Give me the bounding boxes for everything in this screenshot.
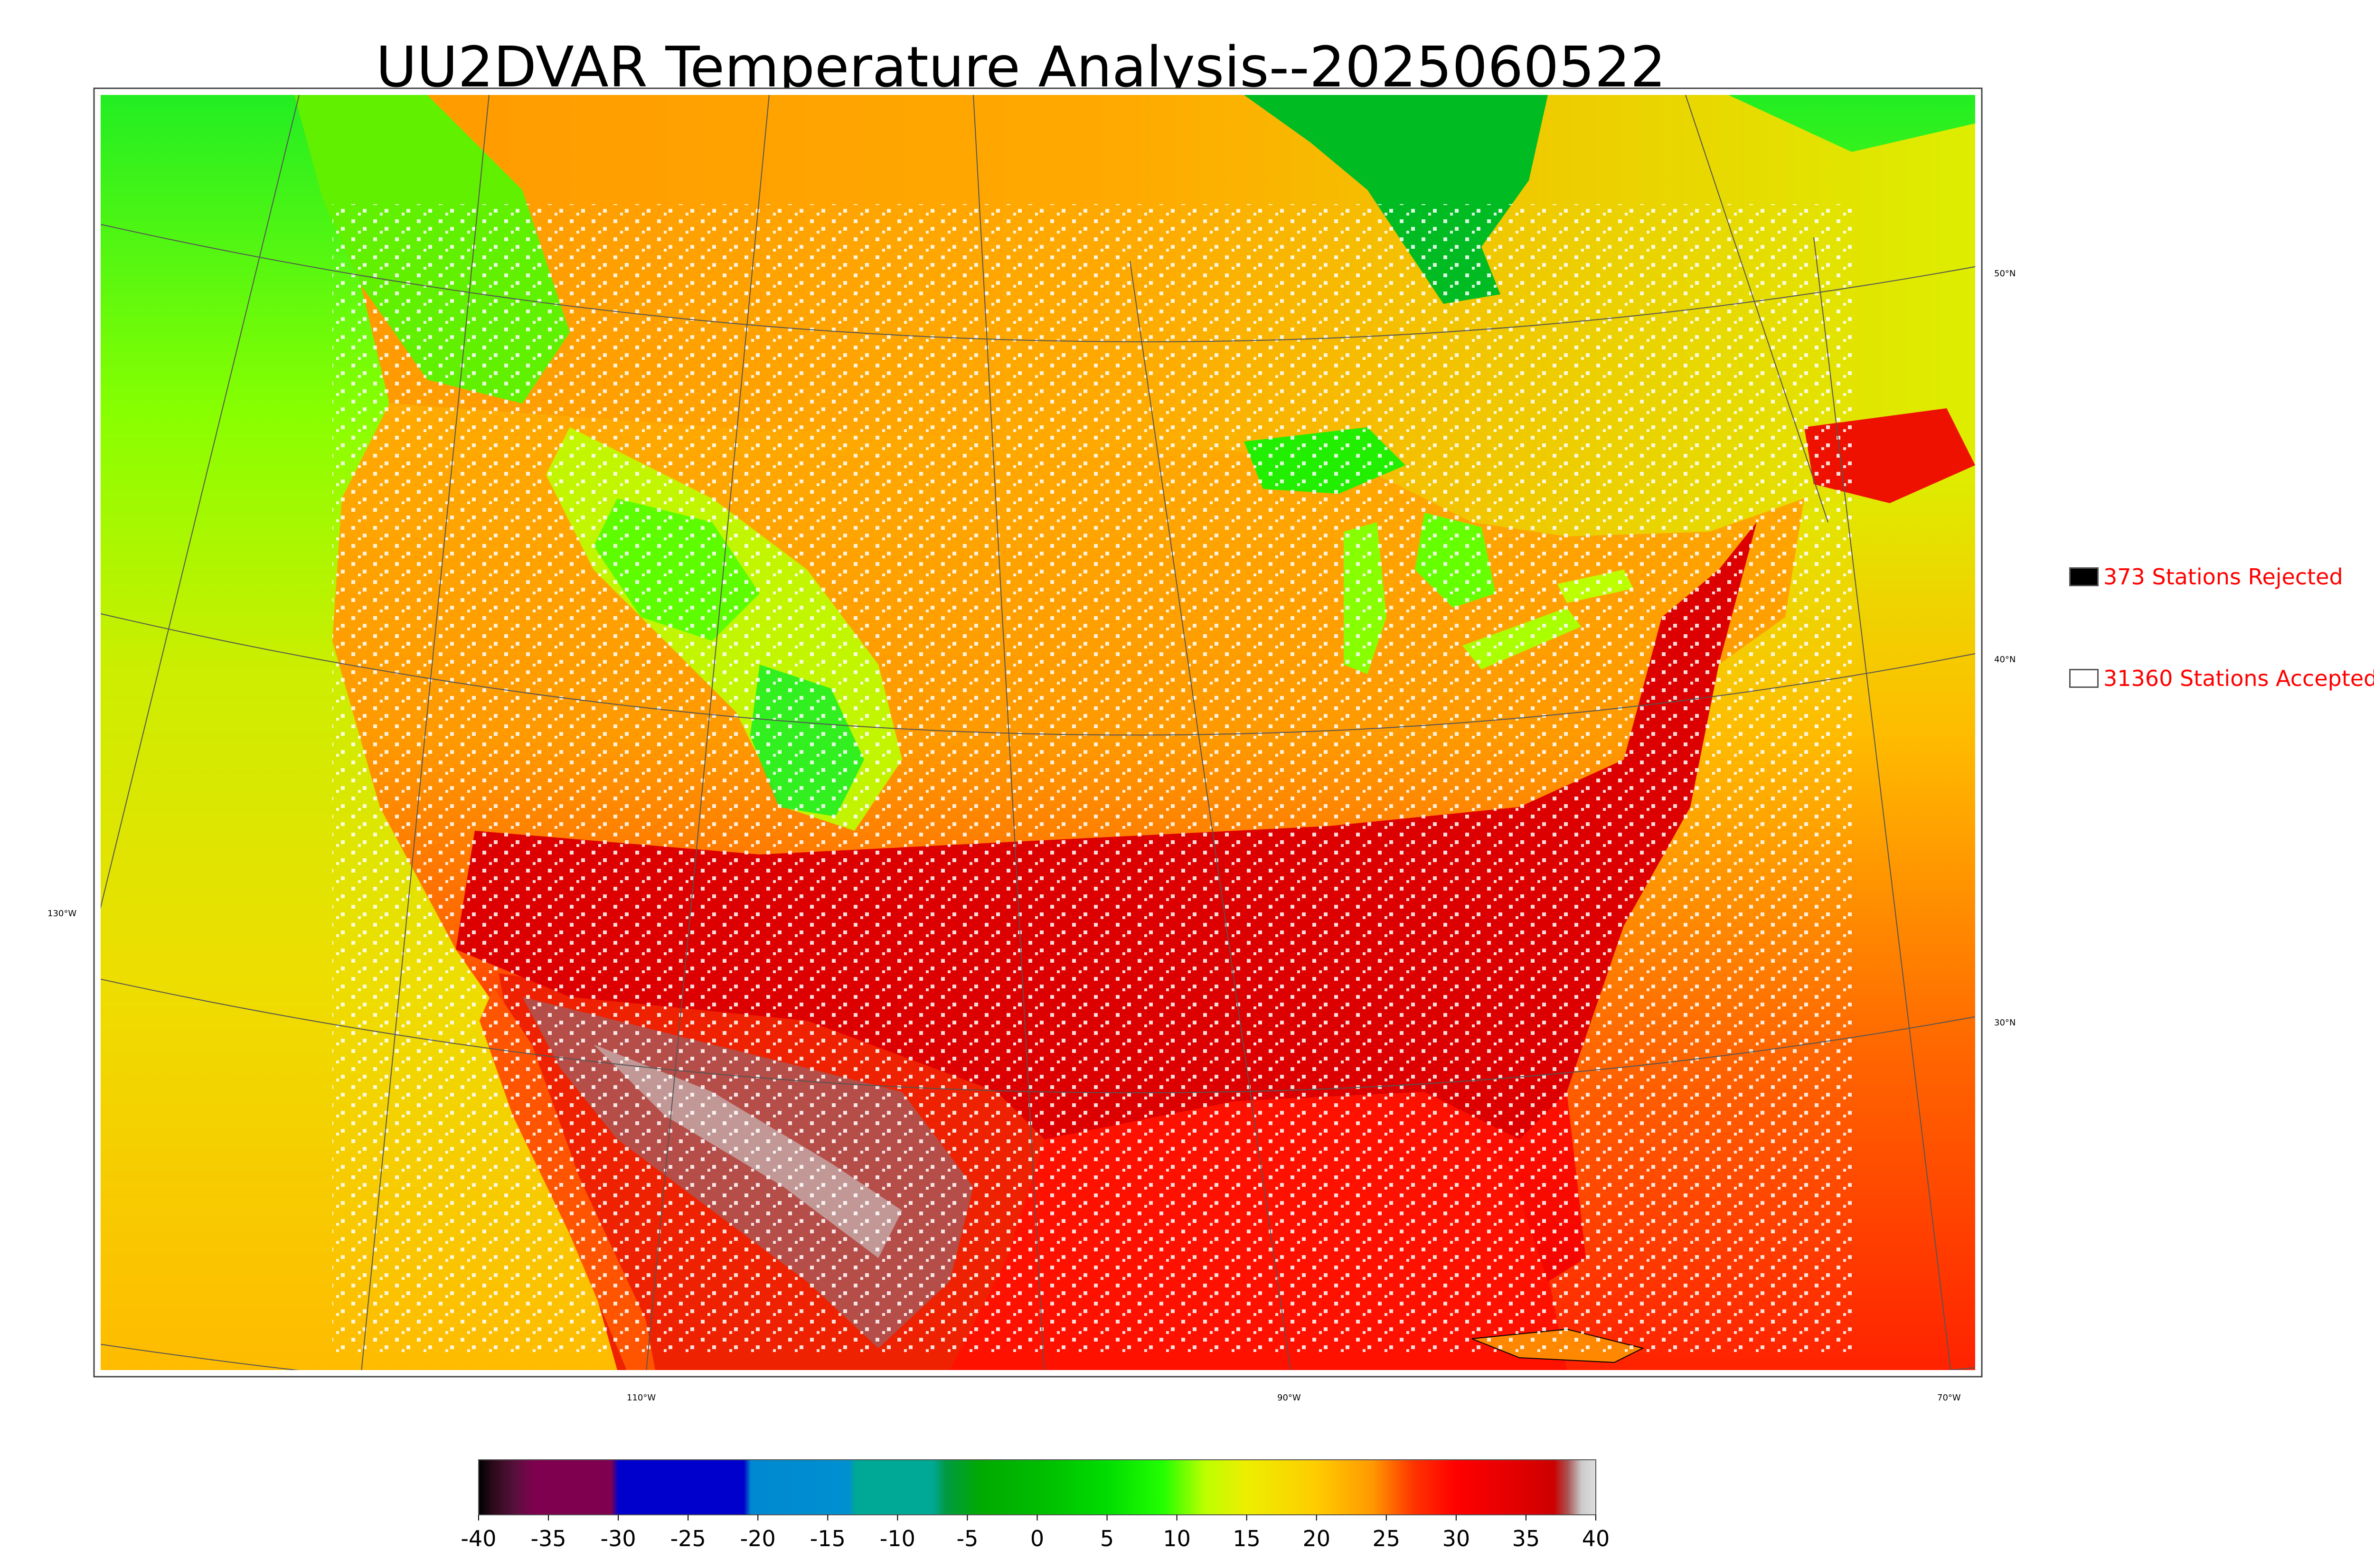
- lon-label-130w: 130°W: [47, 909, 76, 919]
- legend-rejected: 373 Stations Rejected: [2069, 564, 2343, 590]
- station-markers: [332, 204, 1852, 1353]
- accepted-swatch: [2069, 669, 2099, 688]
- colorbar-tick-label: -20: [740, 1526, 776, 1551]
- colorbar-tick-label: -40: [461, 1526, 496, 1551]
- colorbar-tick-label: 35: [1512, 1526, 1540, 1551]
- rejected-label: 373 Stations Rejected: [2103, 564, 2343, 590]
- lon-label-110w: 110°W: [627, 1393, 656, 1403]
- colorbar-tick-label: 30: [1442, 1526, 1470, 1551]
- lon-label-70w: 70°W: [1937, 1393, 1961, 1403]
- colorbar-tick-label: -25: [670, 1526, 706, 1551]
- colorbar-tick-label: -35: [530, 1526, 566, 1551]
- colorbar-tick-label: -5: [957, 1526, 979, 1551]
- graticule: [101, 95, 1975, 1370]
- lat-40-line: [101, 613, 1975, 736]
- accepted-label: 31360 Stations Accepted: [2103, 666, 2374, 691]
- colorbar-tick-label: -15: [810, 1526, 846, 1551]
- lon-label-90w: 90°W: [1277, 1393, 1301, 1403]
- colorbar-tick-label: 25: [1373, 1526, 1401, 1551]
- lat-30-line: [101, 978, 1975, 1093]
- lon-120-line: [361, 95, 490, 1370]
- lat-label-40n: 40°N: [1994, 655, 2016, 665]
- colorbar-ticks: -40 -35 -30 -25 -20 -15 -10 -5 0 5 10 15 20 25 30 35 40: [461, 1515, 1610, 1551]
- colorbar: -40 -35 -30 -25 -20 -15 -10 -5 0 5 10 15 20 25 30 35 40: [461, 1459, 1610, 1551]
- colorbar-tick-label: 40: [1582, 1526, 1610, 1551]
- lat-50-line: [101, 224, 1975, 342]
- lon-80-line: [1685, 95, 1828, 523]
- lon-70-line: [1813, 237, 1951, 1370]
- lon-90-line: [1130, 261, 1291, 1370]
- colorbar-tick-label: 15: [1233, 1526, 1261, 1551]
- colorbar-tick-label: -10: [880, 1526, 915, 1551]
- lon-110-line: [646, 95, 770, 1370]
- colorbar-gradient: [478, 1459, 1596, 1515]
- map-field: [101, 95, 1975, 1370]
- lon-130-line: [101, 95, 300, 910]
- rejected-swatch: [2069, 567, 2099, 586]
- colorbar-tick-label: 5: [1100, 1526, 1114, 1551]
- legend-accepted: 31360 Stations Accepted: [2069, 666, 2374, 691]
- lat-label-30n: 30°N: [1994, 1018, 2016, 1028]
- colorbar-tick-label: 20: [1302, 1526, 1330, 1551]
- colorbar-tick-label: 0: [1030, 1526, 1044, 1551]
- lon-100-line: [973, 95, 1045, 1370]
- colorbar-tick-label: 10: [1163, 1526, 1191, 1551]
- lat-label-50n: 50°N: [1994, 269, 2016, 279]
- colorbar-tick-label: -30: [601, 1526, 636, 1551]
